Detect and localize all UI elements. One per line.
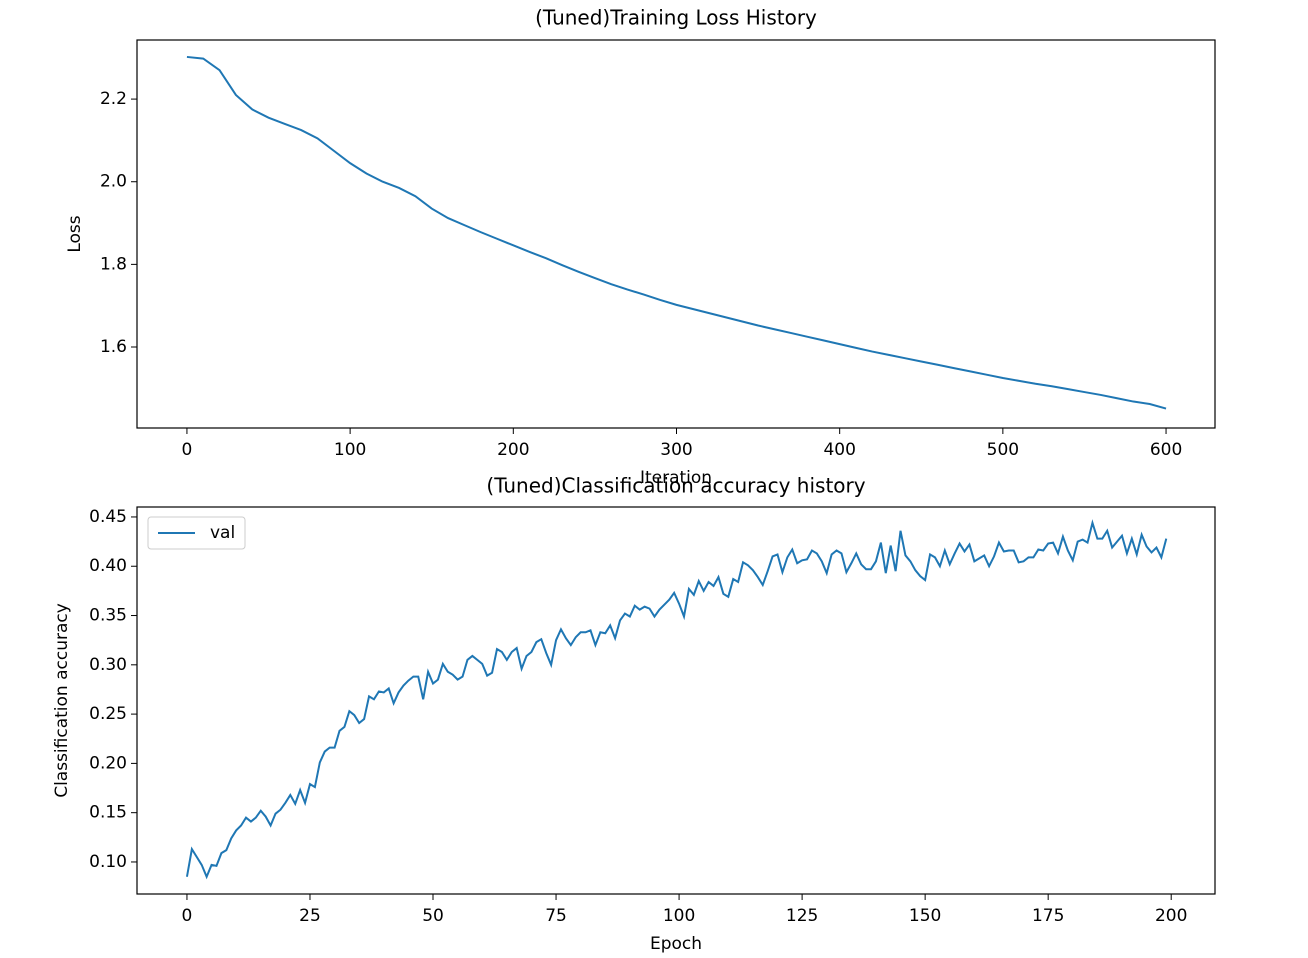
x-tick-label: 0 bbox=[182, 440, 193, 460]
x-tick-label: 75 bbox=[545, 906, 567, 926]
x-tick-label: 500 bbox=[987, 440, 1019, 460]
y-tick-label: 2.2 bbox=[100, 89, 127, 109]
axes-frame bbox=[136, 39, 1216, 429]
chart-title: (Tuned)Training Loss History bbox=[535, 6, 817, 30]
axis-label: Iteration bbox=[640, 468, 712, 488]
x-tick-label: 200 bbox=[1155, 906, 1187, 926]
y-tick-label: 0.20 bbox=[89, 753, 127, 773]
x-tick-label: 175 bbox=[1032, 906, 1064, 926]
y-tick-label: 0.30 bbox=[89, 655, 127, 675]
x-tick-label: 100 bbox=[663, 906, 695, 926]
legend-label: val bbox=[210, 523, 235, 543]
x-tick-label: 25 bbox=[299, 906, 321, 926]
y-tick-label: 1.6 bbox=[100, 337, 127, 357]
y-tick-label: 0.15 bbox=[89, 803, 127, 823]
y-tick-label: 0.35 bbox=[89, 606, 127, 626]
x-tick-label: 300 bbox=[660, 440, 692, 460]
y-tick-label: 0.25 bbox=[89, 704, 127, 724]
x-tick-label: 150 bbox=[909, 906, 941, 926]
axis-label: Loss bbox=[65, 215, 85, 252]
y-tick-label: 0.40 bbox=[89, 556, 127, 576]
legend-box bbox=[147, 516, 246, 550]
data-line bbox=[186, 55, 1167, 410]
x-tick-label: 400 bbox=[823, 440, 855, 460]
x-tick-label: 50 bbox=[422, 906, 444, 926]
axis-label: Classification accuracy bbox=[52, 603, 72, 798]
data-line bbox=[185, 519, 1168, 880]
x-tick-label: 600 bbox=[1150, 440, 1182, 460]
axes-frame bbox=[136, 506, 1216, 895]
axis-label: Epoch bbox=[650, 934, 702, 954]
chart-title: (Tuned)Classification accuracy history bbox=[486, 474, 865, 498]
x-tick-label: 0 bbox=[182, 906, 193, 926]
x-tick-label: 100 bbox=[334, 440, 366, 460]
y-tick-label: 2.0 bbox=[100, 172, 127, 192]
x-tick-label: 200 bbox=[497, 440, 529, 460]
y-tick-label: 0.45 bbox=[89, 507, 127, 527]
x-tick-label: 125 bbox=[786, 906, 818, 926]
y-tick-label: 1.8 bbox=[100, 254, 127, 274]
y-tick-label: 0.10 bbox=[89, 852, 127, 872]
